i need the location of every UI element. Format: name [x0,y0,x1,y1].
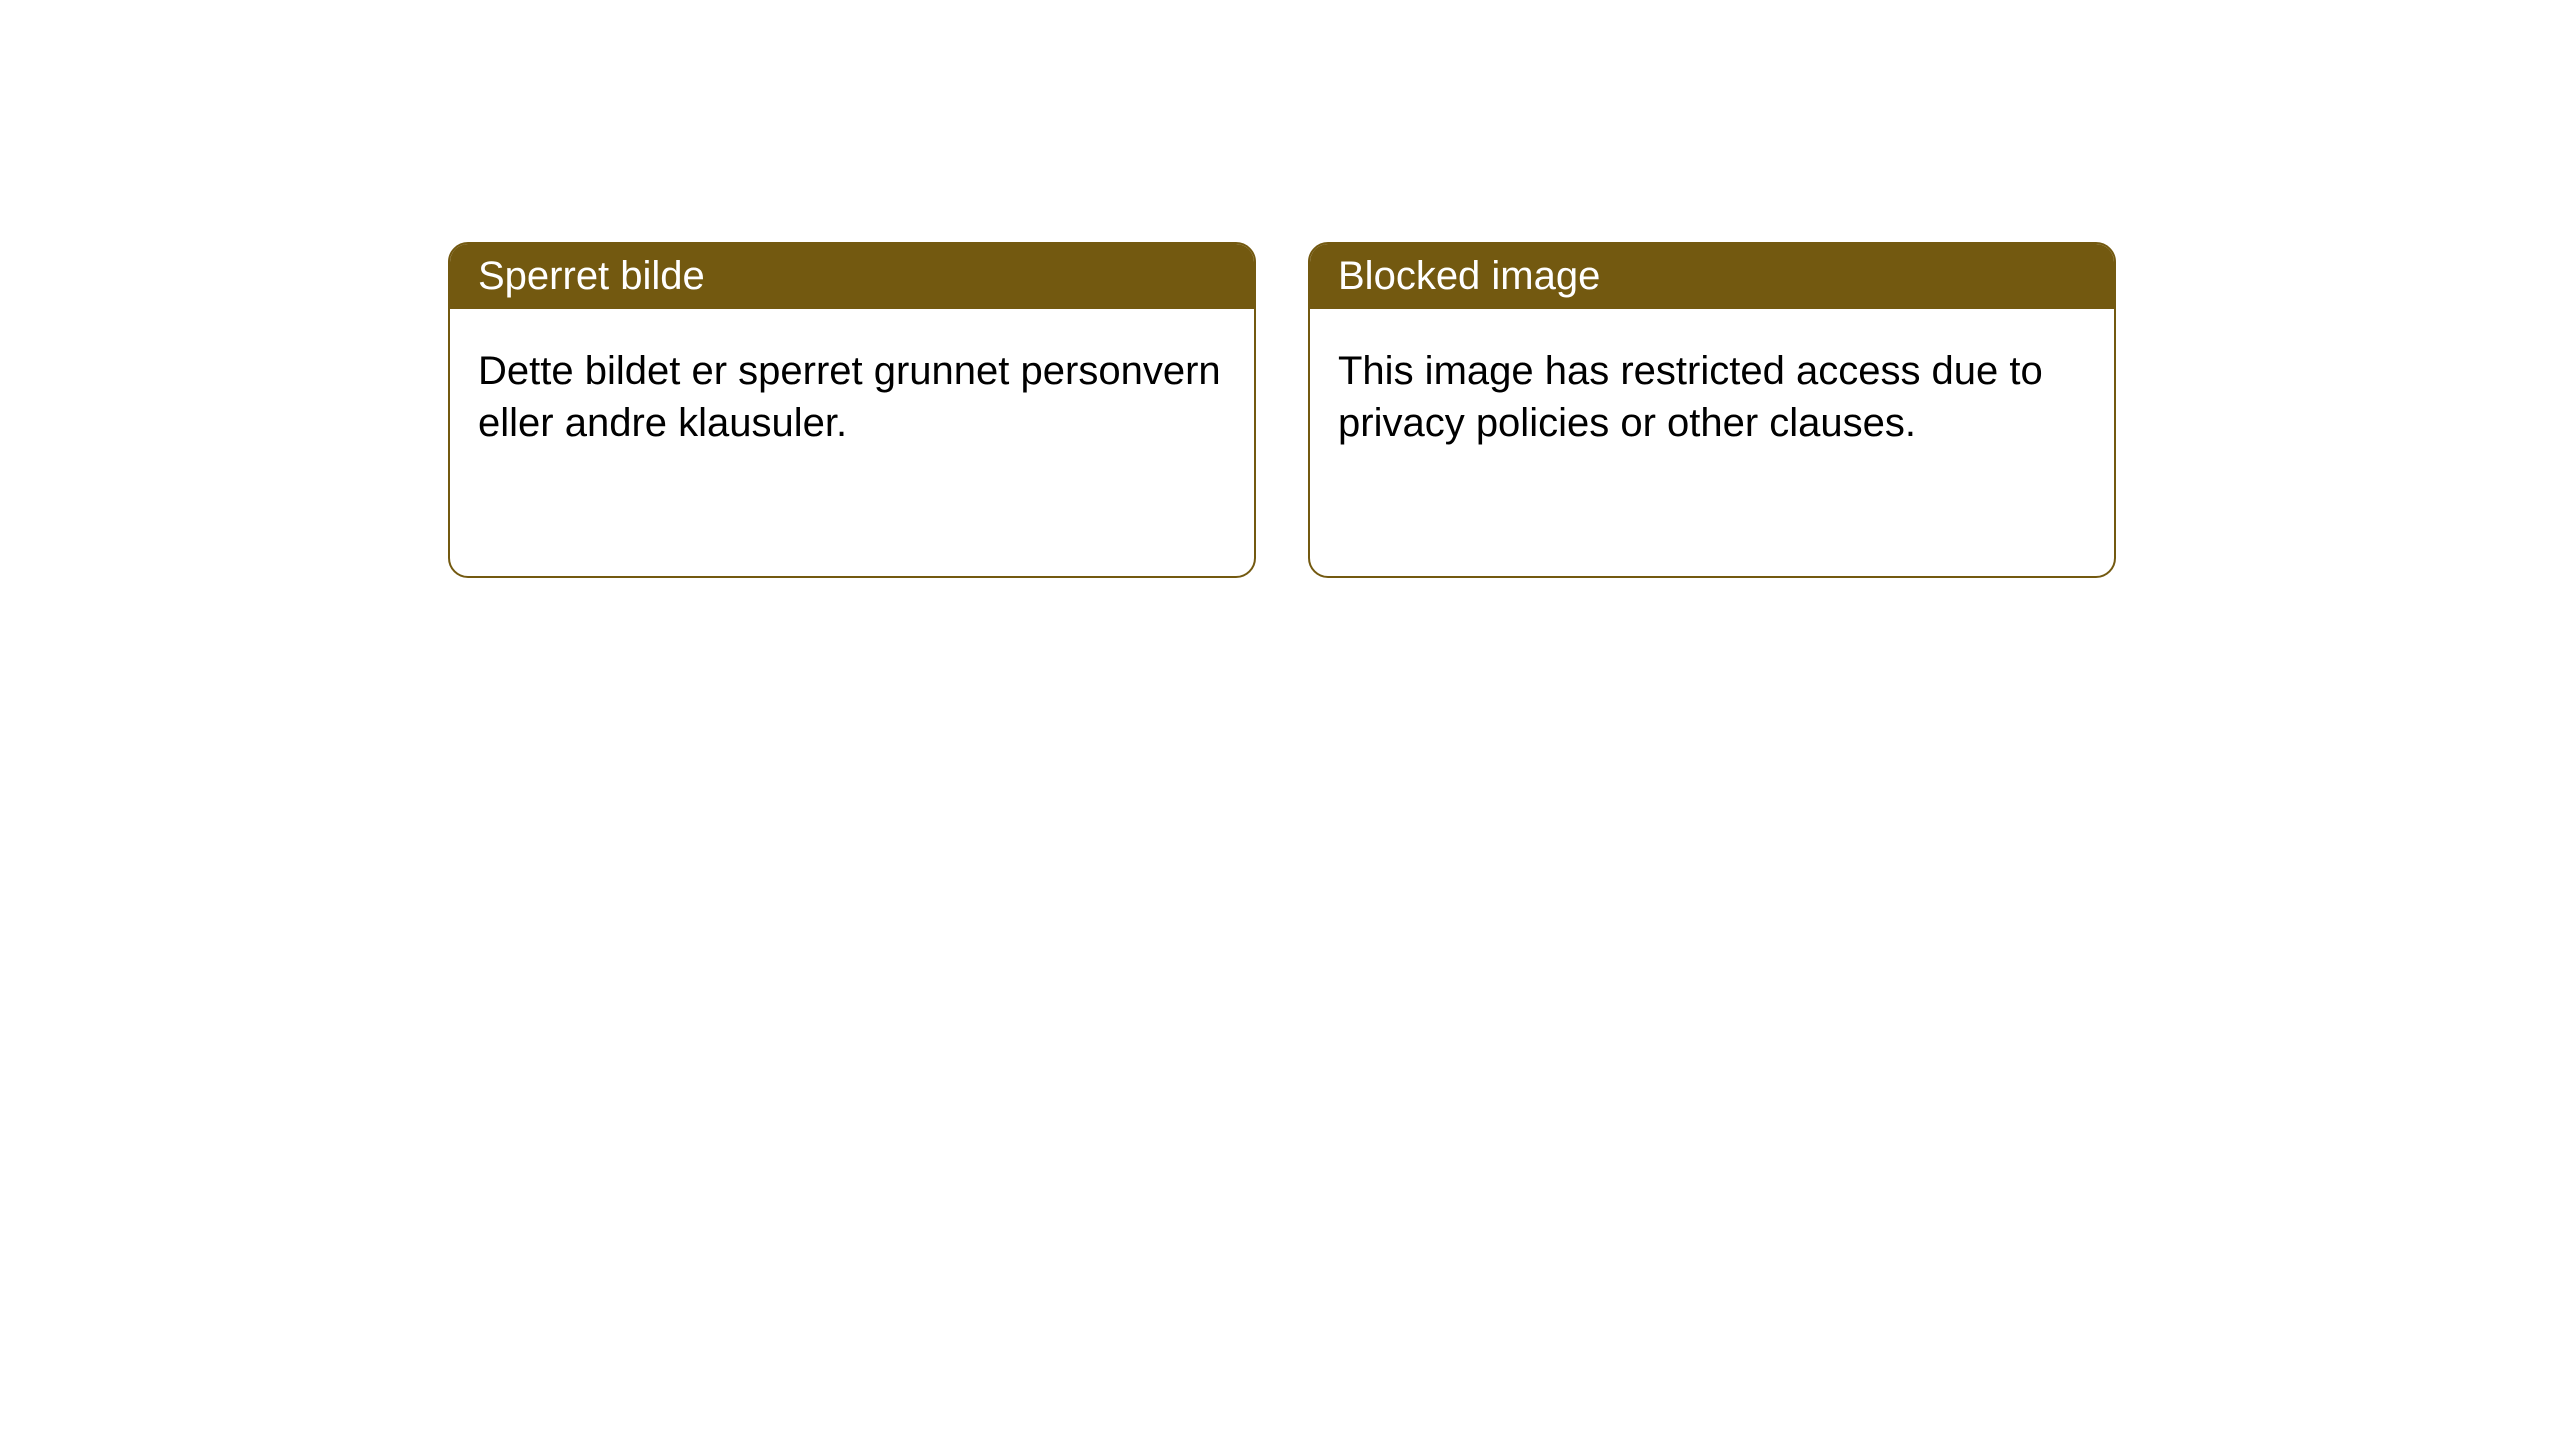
notice-body: Dette bildet er sperret grunnet personve… [450,309,1254,485]
notice-container: Sperret bilde Dette bildet er sperret gr… [0,0,2560,578]
notice-header: Blocked image [1310,244,2114,309]
notice-header: Sperret bilde [450,244,1254,309]
notice-card-english: Blocked image This image has restricted … [1308,242,2116,578]
notice-body: This image has restricted access due to … [1310,309,2114,485]
notice-card-norwegian: Sperret bilde Dette bildet er sperret gr… [448,242,1256,578]
